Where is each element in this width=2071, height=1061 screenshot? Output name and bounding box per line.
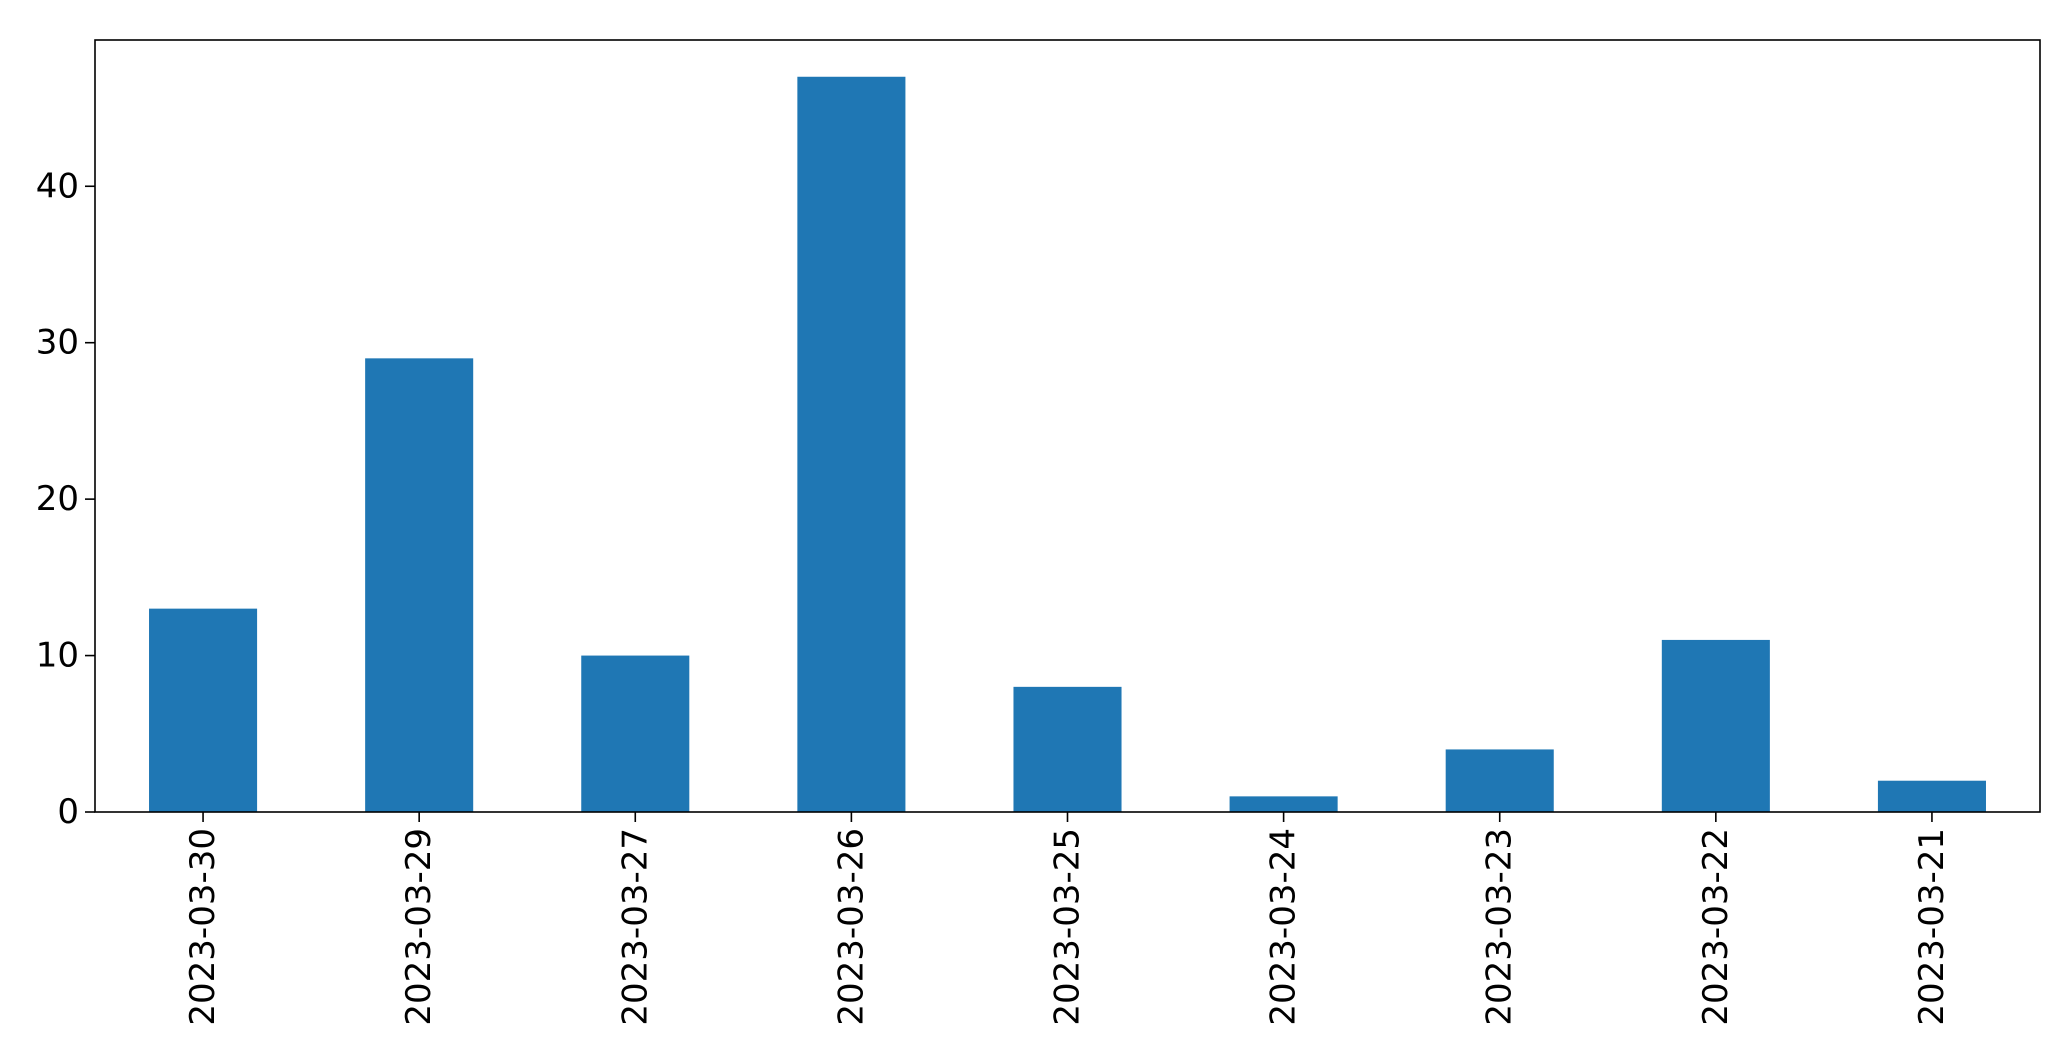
x-tick-label: 2023-03-21 xyxy=(1912,828,1952,1026)
x-tick-label: 2023-03-29 xyxy=(399,828,439,1026)
plot-frame xyxy=(94,39,2041,813)
y-tick-label: 40 xyxy=(36,166,79,206)
x-tick-label: 2023-03-25 xyxy=(1048,828,1088,1026)
bar-2023-03-26 xyxy=(797,76,906,812)
x-tick-label: 2023-03-24 xyxy=(1264,828,1304,1026)
bar-2023-03-27 xyxy=(581,655,690,812)
y-tick-label: 20 xyxy=(36,479,79,519)
y-axis-ticks: 0 10 20 30 40 xyxy=(36,166,95,832)
bar-2023-03-24 xyxy=(1229,796,1338,812)
y-tick-label: 0 xyxy=(57,792,79,832)
bar-2023-03-29 xyxy=(365,358,474,812)
x-tick-label: 2023-03-23 xyxy=(1480,828,1520,1026)
x-axis-ticks: 2023-03-30 2023-03-29 2023-03-27 2023-03-26… xyxy=(183,812,1952,1026)
bar-2023-03-30 xyxy=(149,608,258,812)
bar-2023-03-25 xyxy=(1013,686,1122,812)
bar-2023-03-23 xyxy=(1445,749,1554,812)
x-tick-label: 2023-03-27 xyxy=(615,828,655,1026)
x-tick-label: 2023-03-30 xyxy=(183,828,223,1026)
bars-layer xyxy=(149,76,1986,812)
y-tick-label: 10 xyxy=(36,636,79,676)
bar-2023-03-21 xyxy=(1877,780,1986,812)
y-tick-label: 30 xyxy=(36,323,79,363)
x-tick-label: 2023-03-26 xyxy=(831,828,871,1026)
x-tick-label: 2023-03-22 xyxy=(1696,828,1736,1026)
bar-2023-03-22 xyxy=(1661,639,1770,812)
